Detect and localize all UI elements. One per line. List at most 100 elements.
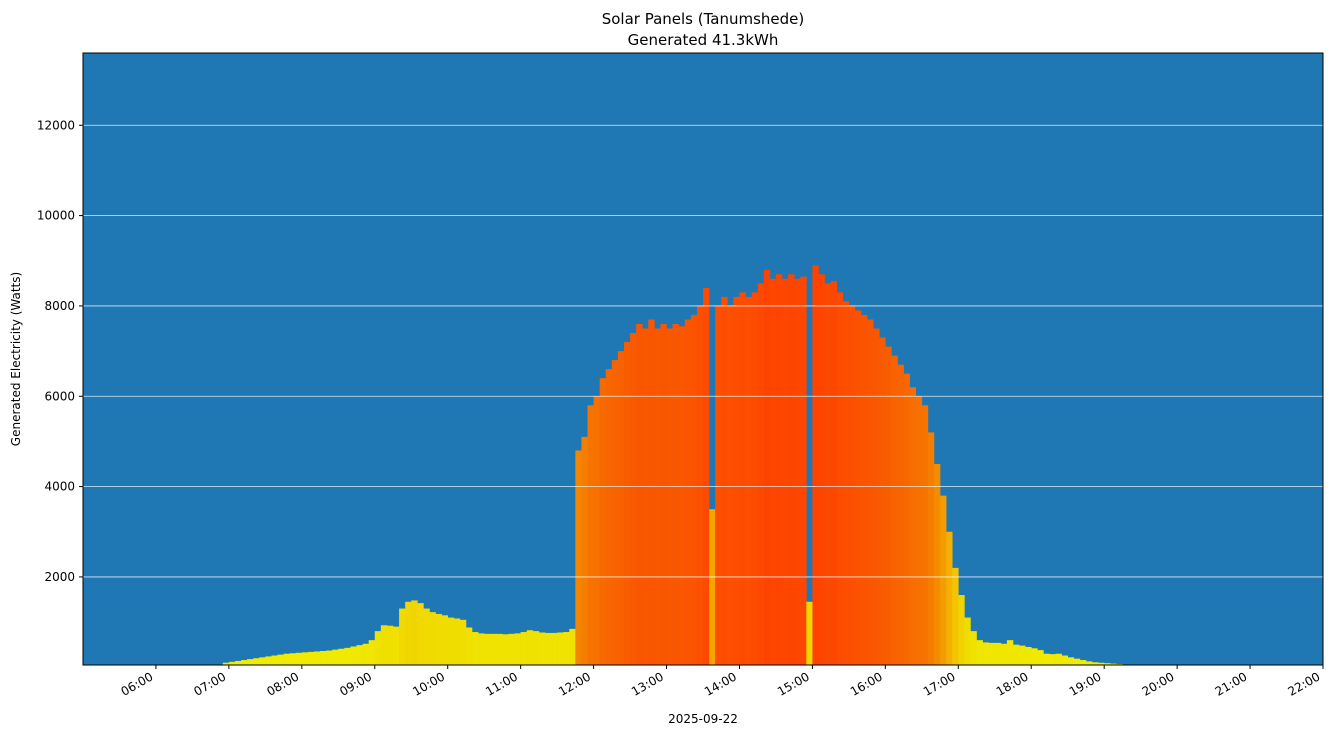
bar <box>484 634 490 665</box>
bar <box>964 618 970 665</box>
bar <box>673 324 679 665</box>
x-tick-label: 14:00 <box>702 669 739 698</box>
bar <box>618 351 624 665</box>
bar <box>271 656 277 665</box>
bar <box>691 315 697 665</box>
bar <box>624 342 630 665</box>
bar <box>831 281 837 665</box>
bar <box>253 658 259 665</box>
bar <box>405 602 411 665</box>
bar <box>454 618 460 665</box>
bar <box>660 324 666 665</box>
bar <box>539 632 545 665</box>
bar <box>873 329 879 665</box>
x-tick-label: 18:00 <box>994 669 1031 698</box>
bar <box>460 620 466 665</box>
bar <box>557 632 563 665</box>
bar <box>265 656 271 665</box>
bar <box>241 660 247 665</box>
bar <box>314 651 320 665</box>
bar <box>703 288 709 665</box>
bar <box>363 644 369 665</box>
bar <box>448 618 454 665</box>
bar <box>527 630 533 665</box>
bar <box>508 634 514 665</box>
bar <box>654 329 660 665</box>
bar <box>466 628 472 665</box>
bar <box>1074 659 1080 665</box>
x-tick-label: 15:00 <box>775 669 812 698</box>
bar <box>369 640 375 665</box>
bar <box>423 609 429 665</box>
bar <box>928 432 934 665</box>
bar <box>296 653 302 665</box>
bar <box>1025 647 1031 665</box>
bar <box>588 405 594 665</box>
bar <box>989 643 995 665</box>
bar <box>612 360 618 665</box>
bar <box>977 640 983 665</box>
bar <box>898 365 904 665</box>
bar <box>812 265 818 665</box>
bar <box>970 631 976 665</box>
bar <box>721 297 727 665</box>
bar <box>685 319 691 665</box>
bar <box>697 306 703 665</box>
bar <box>794 279 800 665</box>
bar <box>284 654 290 665</box>
chart-subtitle: Generated 41.3kWh <box>628 31 779 49</box>
x-tick-label: 06:00 <box>118 669 155 698</box>
bar <box>800 277 806 665</box>
bar <box>551 633 557 665</box>
bar <box>746 297 752 665</box>
x-tick-label: 16:00 <box>848 669 885 698</box>
x-tick-label: 08:00 <box>264 669 301 698</box>
bar <box>247 659 253 665</box>
bar <box>1049 654 1055 665</box>
bar <box>606 369 612 665</box>
x-tick-label: 10:00 <box>410 669 447 698</box>
bar <box>1086 661 1092 665</box>
bar <box>533 631 539 665</box>
bar <box>630 333 636 665</box>
bar <box>752 292 758 665</box>
bar <box>709 509 715 665</box>
bar <box>922 405 928 665</box>
bar <box>861 315 867 665</box>
bar <box>594 396 600 665</box>
y-axis-label: Generated Electricity (Watts) <box>9 272 23 446</box>
x-tick-label: 19:00 <box>1067 669 1104 698</box>
bar <box>393 627 399 665</box>
bar <box>995 643 1001 665</box>
x-tick-label: 09:00 <box>337 669 374 698</box>
bar <box>642 329 648 665</box>
bar <box>843 301 849 665</box>
bar <box>308 652 314 665</box>
bar <box>958 595 964 665</box>
bar <box>357 645 363 665</box>
bar <box>1019 646 1025 665</box>
x-tick-label: 22:00 <box>1286 669 1323 698</box>
y-tick-label: 2000 <box>44 570 75 584</box>
bar <box>782 279 788 665</box>
bar <box>490 634 496 665</box>
bar <box>904 374 910 665</box>
bar <box>575 450 581 665</box>
bar <box>387 626 393 665</box>
x-axis-label: 2025-09-22 <box>668 712 738 726</box>
bar <box>1037 650 1043 665</box>
x-tick-label: 11:00 <box>483 669 520 698</box>
bar <box>429 612 435 665</box>
bar <box>788 274 794 665</box>
bar <box>776 274 782 665</box>
bar <box>1080 660 1086 665</box>
bar <box>946 532 952 665</box>
bar <box>934 464 940 665</box>
bar <box>733 297 739 665</box>
bar <box>1013 645 1019 665</box>
y-tick-label: 12000 <box>37 118 75 132</box>
bar <box>715 306 721 665</box>
bar <box>338 649 344 665</box>
x-tick-label: 12:00 <box>556 669 593 698</box>
